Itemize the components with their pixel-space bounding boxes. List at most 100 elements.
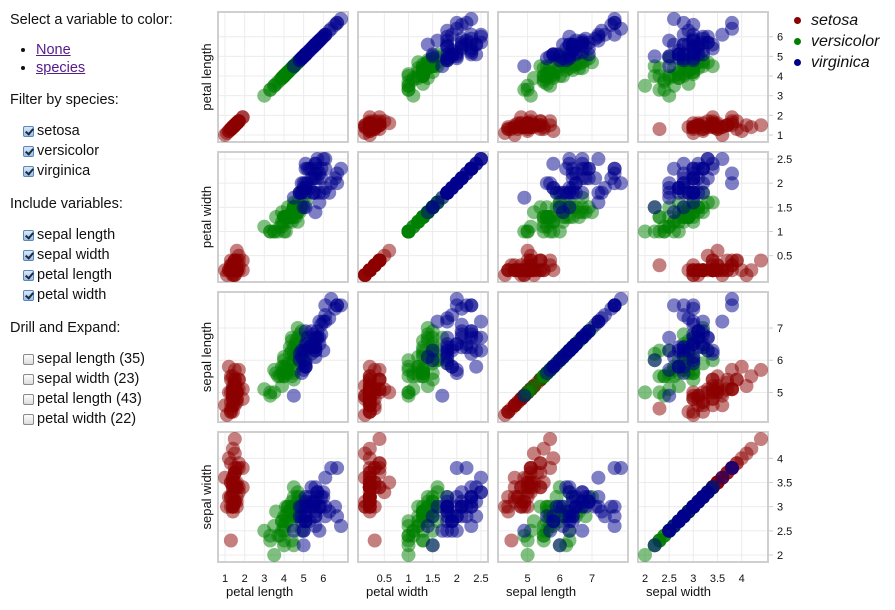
cell-frame <box>637 11 769 143</box>
drill-sepal-width-checkbox[interactable] <box>23 373 34 385</box>
data-point-setosa <box>696 398 710 413</box>
data-point-virginica <box>298 47 313 62</box>
data-point-virginica <box>676 27 691 42</box>
data-point-virginica <box>440 356 455 371</box>
data-point-setosa <box>520 475 535 490</box>
y-tick-label: 4 <box>777 71 783 83</box>
include-sepal-length-checkbox[interactable] <box>23 229 34 241</box>
data-point-setosa <box>362 398 377 413</box>
filter-virginica-checkbox[interactable] <box>23 165 34 177</box>
data-point-virginica <box>607 298 622 313</box>
legend-item-setosa[interactable]: setosa <box>794 10 879 31</box>
cell-petal-length-vs-sepal-width <box>637 11 769 143</box>
data-point-virginica <box>607 519 622 533</box>
x-tick-label: 2.5 <box>473 573 488 585</box>
y-tick-label: 2 <box>777 178 783 190</box>
cell-sepal-width-vs-petal-length <box>217 431 349 563</box>
data-point-virginica <box>435 388 450 403</box>
data-point-virginica <box>686 161 701 176</box>
x-tick-label: 1 <box>222 573 228 585</box>
cell-petal-width-vs-sepal-length <box>497 151 629 283</box>
cell-petal-length-vs-petal-width <box>357 11 489 143</box>
data-point-setosa <box>223 533 238 548</box>
cell-frame <box>637 291 769 423</box>
filter-versicolor[interactable]: versicolor <box>23 141 195 161</box>
data-point-virginica <box>474 330 488 345</box>
filter-setosa-checkbox[interactable] <box>23 125 34 137</box>
include-petal-width-checkbox[interactable] <box>23 289 34 301</box>
data-point-virginica <box>549 185 564 200</box>
data-point-versicolor <box>257 382 272 397</box>
data-point-virginica <box>318 308 333 323</box>
filter-versicolor-checkbox[interactable] <box>23 145 34 157</box>
data-point-versicolor <box>523 219 538 234</box>
data-point-virginica <box>449 292 464 306</box>
data-point-virginica <box>464 12 479 26</box>
drill-petal-width[interactable]: petal width (22) <box>23 409 195 429</box>
data-point-setosa <box>362 441 377 456</box>
data-point-virginica <box>464 330 479 345</box>
include-petal-length[interactable]: petal length <box>23 265 195 285</box>
data-point-virginica <box>464 41 479 56</box>
drill-petal-length-checkbox[interactable] <box>23 393 34 405</box>
drill-sepal-width[interactable]: sepal width (23) <box>23 369 195 389</box>
data-point-virginica <box>517 59 532 74</box>
color-option-species-link[interactable]: species <box>36 60 86 76</box>
include-sepal-width-checkbox[interactable] <box>23 249 34 261</box>
data-point-virginica <box>430 314 445 329</box>
y-tick-label: 3.5 <box>777 478 792 490</box>
y-tick-label: 1 <box>777 227 783 239</box>
filter-setosa[interactable]: setosa <box>23 121 195 141</box>
data-point-virginica <box>420 205 435 220</box>
data-point-virginica <box>667 298 681 313</box>
data-point-virginica <box>686 185 701 200</box>
include-sepal-length[interactable]: sepal length <box>23 225 195 245</box>
data-point-virginica <box>662 343 677 358</box>
filter-versicolor-label: versicolor <box>37 143 100 159</box>
x-tick-label: 3.5 <box>710 573 725 585</box>
data-point-virginica <box>686 499 701 514</box>
data-point-versicolor <box>638 78 652 93</box>
data-point-versicolor <box>406 88 421 103</box>
y-tick-label: 0.5 <box>777 251 792 263</box>
include-sepal-width[interactable]: sepal width <box>23 245 195 265</box>
data-point-setosa <box>507 490 522 504</box>
legend-label-setosa: setosa <box>811 11 859 29</box>
data-point-virginica <box>676 298 691 313</box>
data-point-versicolor <box>406 382 421 397</box>
cell-sepal-length-vs-sepal-width <box>637 291 769 423</box>
data-point-virginica <box>671 181 686 195</box>
data-point-versicolor <box>257 88 272 103</box>
drill-petal-length[interactable]: petal length (43) <box>23 389 195 409</box>
data-point-setosa <box>225 385 240 400</box>
drill-sepal-length-checkbox[interactable] <box>23 353 34 365</box>
drill-sepal-length[interactable]: sepal length (35) <box>23 349 195 369</box>
x-tick-label: 0.5 <box>377 573 392 585</box>
cell-sepal-length-vs-petal-width <box>357 291 489 423</box>
drill-petal-width-checkbox[interactable] <box>23 413 34 425</box>
include-petal-length-checkbox[interactable] <box>23 269 34 281</box>
data-point-virginica <box>517 190 532 205</box>
legend-label-versicolor: versicolor <box>811 32 880 50</box>
y-tick-label: 1 <box>777 130 783 142</box>
data-point-setosa <box>372 432 387 446</box>
controls-panel: Select a variable to color: None species… <box>10 0 195 429</box>
x-tick-label: 2 <box>242 573 248 585</box>
include-petal-width[interactable]: petal width <box>23 285 195 305</box>
data-point-setosa <box>507 120 522 135</box>
filter-virginica[interactable]: virginica <box>23 161 195 181</box>
data-point-virginica <box>686 298 701 313</box>
data-point-virginica <box>445 523 459 538</box>
data-point-versicolor <box>705 195 720 210</box>
color-option-none-link[interactable]: None <box>36 42 71 58</box>
filter-checkbox-list: setosa versicolor virginica <box>23 121 195 181</box>
data-point-setosa <box>367 533 382 548</box>
data-point-setosa <box>530 465 545 480</box>
data-point-setosa <box>686 120 701 135</box>
legend-item-virginica[interactable]: virginica <box>794 52 879 73</box>
legend-item-versicolor[interactable]: versicolor <box>794 31 879 52</box>
data-point-setosa <box>652 258 667 273</box>
data-point-setosa <box>520 120 535 135</box>
data-point-virginica <box>308 205 323 220</box>
